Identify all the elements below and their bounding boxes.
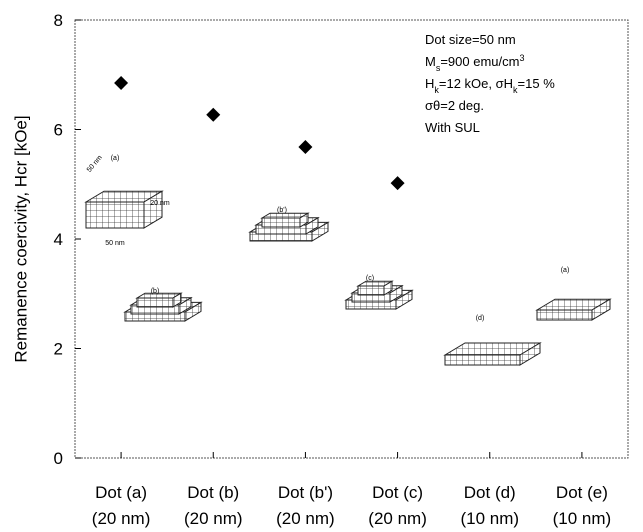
annotation-text: With SUL — [425, 120, 480, 135]
inset-label: (b) — [151, 288, 160, 295]
marker — [391, 176, 405, 190]
inset-drawing — [86, 191, 162, 228]
inset-drawing — [445, 343, 540, 365]
inset-label: (a) — [561, 267, 570, 274]
x-tick-label: (10 nm) — [553, 509, 612, 528]
inset-front — [358, 286, 384, 295]
inset-front — [137, 298, 173, 307]
annotation-text: σθ=2 deg. — [425, 98, 484, 113]
inset-front — [86, 202, 144, 228]
y-tick-label: 8 — [54, 11, 63, 30]
y-tick-label: 6 — [54, 121, 63, 140]
x-tick-label: (20 nm) — [276, 509, 335, 528]
annotation-text: H — [504, 76, 513, 91]
x-tick-label: Dot (e) — [556, 483, 608, 502]
inset-label: (c) — [366, 275, 374, 282]
inset-label: (a) — [111, 155, 120, 162]
x-tick-label: (20 nm) — [368, 509, 427, 528]
inset-dimension: 50 nm — [86, 154, 104, 174]
marker — [206, 108, 220, 122]
inset-front — [262, 218, 300, 227]
x-tick-label: Dot (b') — [278, 483, 333, 502]
annotation-text: Dot size=50 nm — [425, 32, 516, 47]
inset-drawing — [537, 299, 610, 320]
x-tick-label: (20 nm) — [184, 509, 243, 528]
annotation-line: Hk=12 kOe, σHk=15 % — [425, 76, 555, 95]
x-tick-label: Dot (b) — [187, 483, 239, 502]
y-tick-label: 2 — [54, 340, 63, 359]
y-axis-label: Remanence coercivity, Hcr [kOe] — [11, 115, 30, 362]
inset-front — [445, 355, 520, 365]
annotation-line: σθ=2 deg. — [425, 98, 484, 113]
inset-drawing — [358, 281, 392, 295]
annotation-text: 3 — [519, 53, 524, 63]
x-tick-label: Dot (a) — [95, 483, 147, 502]
annotation-text: H — [425, 76, 434, 91]
x-tick-label: (10 nm) — [460, 509, 519, 528]
chart: Remanence coercivity, Hcr [kOe] Dot size… — [0, 0, 643, 532]
inset-dimension: 50 nm — [105, 240, 125, 247]
inset-label: (b') — [277, 207, 287, 214]
annotation-text: =12 kOe, — [439, 76, 496, 91]
y-tick-label: 4 — [54, 230, 63, 249]
inset-drawing — [137, 293, 181, 307]
annotation-line: With SUL — [425, 120, 480, 135]
annotation-text: =900 emu/cm — [440, 54, 519, 69]
x-tick-label: (20 nm) — [92, 509, 151, 528]
annotation-text: σ — [496, 76, 504, 91]
annotation-text: M — [425, 54, 436, 69]
annotation-line: Dot size=50 nm — [425, 32, 516, 47]
inset-front — [537, 310, 592, 320]
marker — [114, 76, 128, 90]
marker — [298, 140, 312, 154]
inset-dimension: 20 nm — [150, 200, 170, 207]
inset-label: (d) — [476, 315, 485, 322]
annotation-text: =15 % — [518, 76, 556, 91]
annotation: Dot size=50 nm Ms=900 emu/cm3 Hk=12 kOe, σ… — [425, 32, 555, 135]
y-tick-label: 0 — [54, 449, 63, 468]
annotation-line: Ms=900 emu/cm3 — [425, 53, 524, 73]
x-tick-label: Dot (c) — [372, 483, 423, 502]
inset-drawing — [262, 213, 308, 227]
x-tick-label: Dot (d) — [464, 483, 516, 502]
